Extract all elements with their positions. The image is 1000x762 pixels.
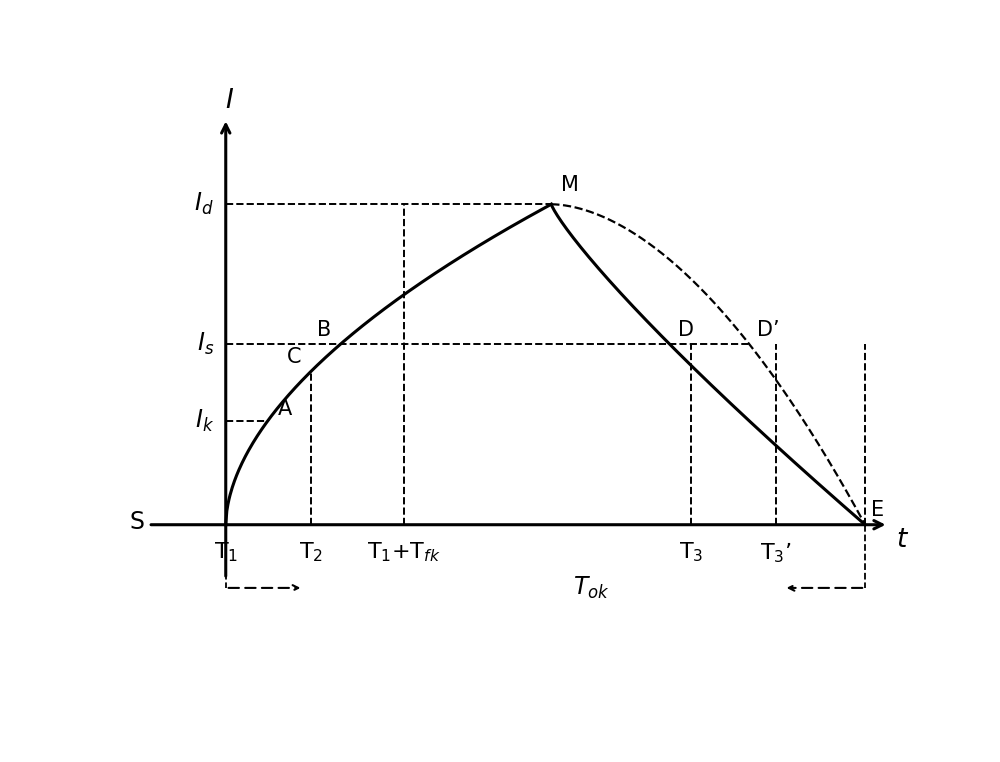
Text: I$_s$: I$_s$ bbox=[197, 331, 214, 357]
Text: B: B bbox=[317, 320, 331, 340]
Text: E: E bbox=[871, 500, 884, 520]
Text: I$_k$: I$_k$ bbox=[195, 408, 214, 434]
Text: S: S bbox=[129, 511, 144, 534]
Text: I: I bbox=[226, 88, 234, 114]
Text: T$_3$: T$_3$ bbox=[679, 540, 703, 564]
Text: M: M bbox=[561, 175, 578, 195]
Text: T$_3$’: T$_3$’ bbox=[760, 540, 792, 565]
Text: T$_2$: T$_2$ bbox=[299, 540, 323, 564]
Text: T$_{ok}$: T$_{ok}$ bbox=[573, 575, 610, 601]
Text: C: C bbox=[287, 347, 302, 367]
Text: D: D bbox=[678, 320, 694, 340]
Text: t: t bbox=[896, 527, 906, 553]
Text: A: A bbox=[278, 399, 292, 418]
Text: T$_1$+T$_{fk}$: T$_1$+T$_{fk}$ bbox=[367, 540, 441, 564]
Text: D’: D’ bbox=[757, 320, 780, 340]
Text: T$_1$: T$_1$ bbox=[214, 540, 238, 564]
Text: I$_d$: I$_d$ bbox=[194, 191, 214, 217]
